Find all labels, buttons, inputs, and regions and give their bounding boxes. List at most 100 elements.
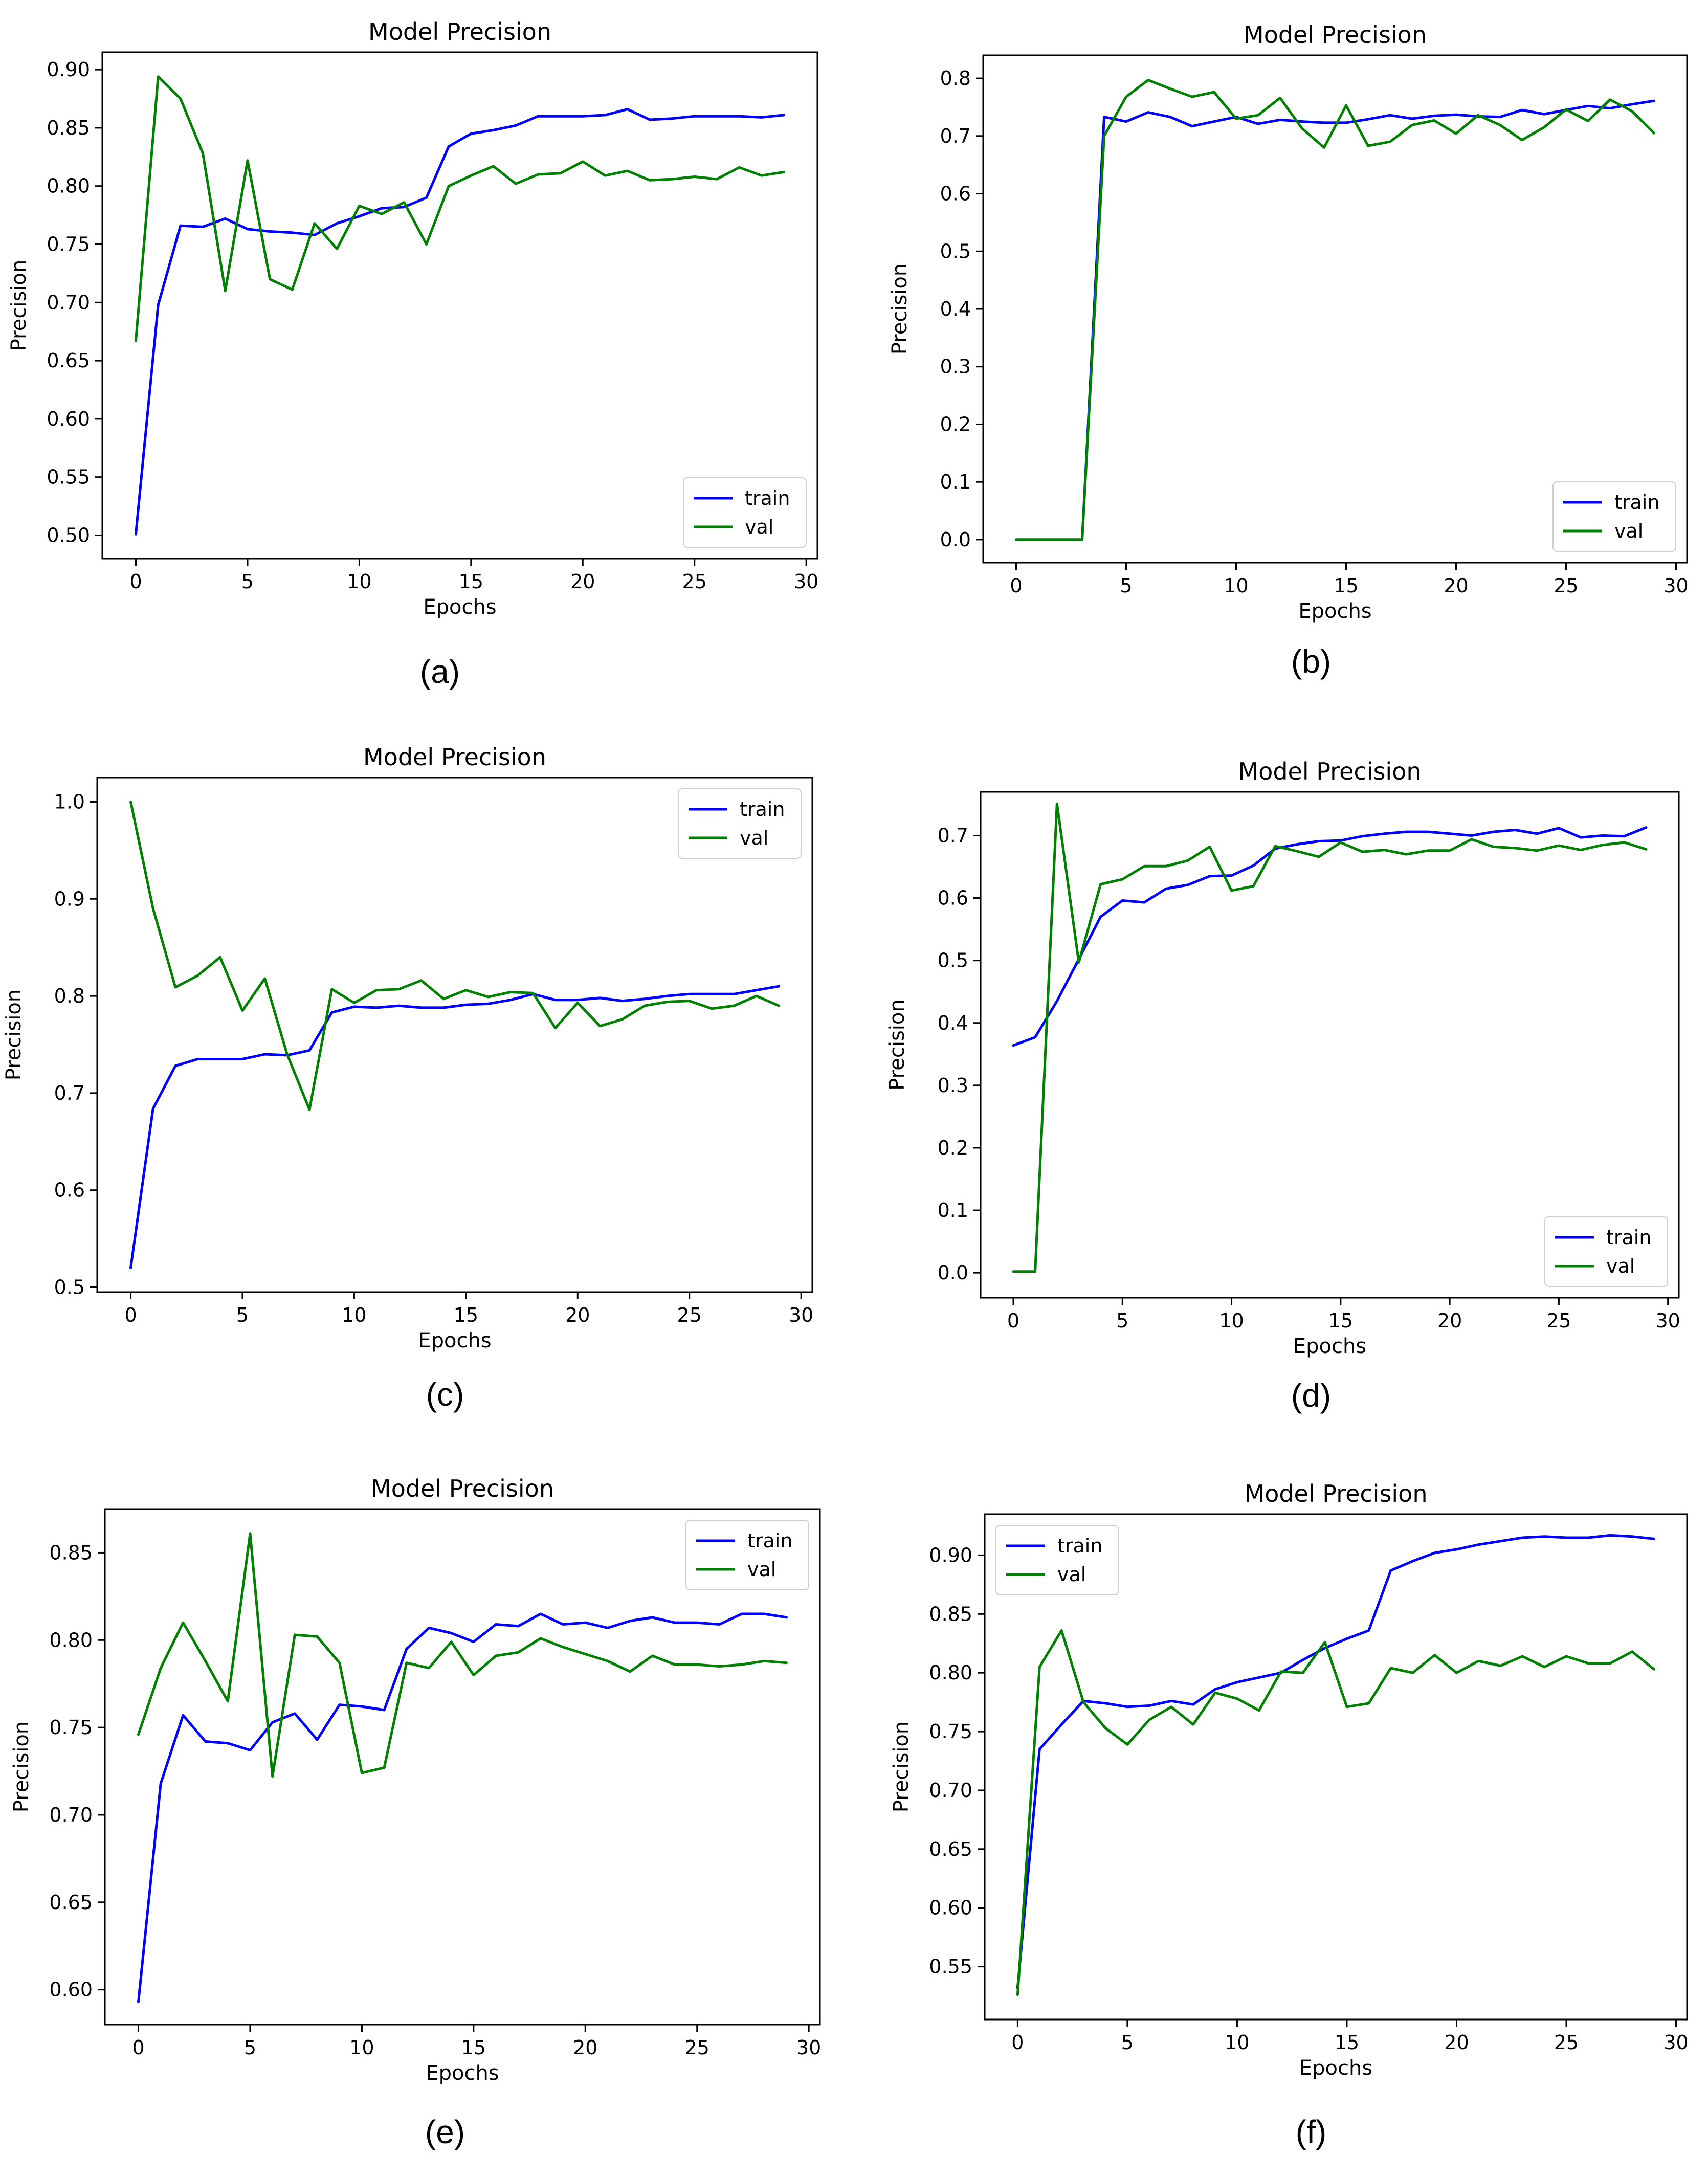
x-tick-label: 30	[796, 2036, 821, 2059]
x-tick-label: 25	[685, 2036, 709, 2059]
legend-label-val: val	[1057, 1563, 1086, 1586]
legend-label-val: val	[1606, 1255, 1635, 1277]
legend-label-train: train	[740, 798, 785, 820]
series-line-val	[1015, 79, 1655, 541]
x-tick-label: 5	[241, 570, 254, 593]
panel-caption: (a)	[420, 653, 460, 690]
y-tick-label: 0.3	[938, 1074, 968, 1097]
y-tick-label: 0.2	[938, 1137, 968, 1159]
y-tick-label: 1.0	[54, 790, 85, 813]
y-tick-label: 0.90	[929, 1544, 972, 1566]
y-tick-label: 0.60	[49, 1979, 93, 2001]
y-tick-label: 0.70	[929, 1779, 972, 1802]
y-tick-label: 0.7	[54, 1082, 85, 1104]
y-tick-label: 0.65	[929, 1838, 972, 1860]
series-line-train	[129, 985, 780, 1269]
y-tick-label: 0.65	[49, 1891, 93, 1914]
x-tick-label: 30	[1663, 574, 1688, 597]
y-tick-label: 0.75	[49, 1716, 93, 1739]
x-tick-label: 5	[1121, 2031, 1134, 2054]
legend: train val	[683, 477, 807, 548]
series-line-train	[1016, 1534, 1656, 1989]
x-tick-label: 0	[1010, 574, 1022, 597]
x-tick-label: 5	[1120, 574, 1132, 597]
y-tick-label: 0.90	[47, 58, 90, 81]
chart-panel-a: Model Precision 0 5 10 15 20 25 30 0.50 0.55 0.60 0…	[7, 18, 818, 690]
x-tick-label: 20	[1444, 2031, 1469, 2054]
panel-caption: (e)	[425, 2114, 465, 2150]
x-tick-label: 0	[124, 1304, 137, 1326]
chart-panel-d: Model Precision 0 5 10 15 20 25 30 0.0 0.1 0.2 0.3 0…	[885, 758, 1680, 1414]
legend: train val	[995, 1525, 1119, 1595]
panel-caption: (c)	[426, 1376, 464, 1413]
y-tick-label: 0.1	[940, 471, 971, 493]
x-tick-label: 0	[129, 570, 142, 593]
x-tick-label: 20	[1437, 1310, 1462, 1332]
y-tick-label: 0.9	[54, 888, 85, 910]
y-tick-label: 0.5	[54, 1276, 85, 1299]
legend-label-train: train	[745, 487, 790, 509]
x-tick-label: 5	[1116, 1310, 1128, 1332]
plot-frame	[104, 1508, 821, 2026]
series-line-val	[1016, 1629, 1656, 1996]
series-line-train	[135, 108, 785, 536]
y-axis-label: Precision	[10, 1721, 33, 1812]
y-tick-label: 0.75	[47, 233, 90, 256]
y-tick-label: 0.70	[49, 1804, 93, 1826]
x-tick-label: 10	[1224, 574, 1248, 597]
series-line-train	[1012, 826, 1648, 1047]
y-tick-label: 0.75	[929, 1720, 972, 1743]
series-line-train	[1015, 99, 1655, 541]
y-axis-label: Precision	[888, 263, 912, 354]
legend-box	[995, 1525, 1119, 1595]
x-tick-label: 15	[1335, 2031, 1359, 2054]
y-tick-label: 0.0	[938, 1261, 968, 1284]
x-tick-label: 20	[1444, 574, 1468, 597]
chart-panel-e: Model Precision 0 5 10 15 20 25 30 0.60 0.65 0.70 0…	[10, 1475, 821, 2150]
legend-box	[685, 1520, 809, 1590]
legend-label-val: val	[1614, 520, 1643, 542]
y-tick-label: 0.6	[940, 183, 971, 205]
plot-frame	[101, 51, 818, 560]
y-tick-label: 0.85	[49, 1541, 93, 1564]
x-tick-label: 10	[342, 1304, 366, 1326]
x-tick-label: 0	[1011, 2031, 1024, 2054]
x-tick-label: 5	[236, 1304, 249, 1326]
legend-label-val: val	[747, 1558, 776, 1581]
series-line-val	[129, 801, 780, 1111]
legend: train val	[1544, 1216, 1668, 1287]
legend-label-val: val	[740, 827, 768, 849]
x-axis-label: Epochs	[418, 1329, 491, 1352]
x-tick-label: 30	[794, 570, 818, 593]
x-tick-label: 30	[1663, 2031, 1688, 2054]
y-tick-label: 0.7	[940, 125, 971, 147]
chart-title: Model Precision	[368, 18, 551, 46]
x-tick-label: 5	[244, 2036, 256, 2059]
y-tick-label: 0.55	[929, 1956, 972, 1978]
y-tick-label: 0.2	[940, 413, 971, 435]
y-tick-label: 0.60	[929, 1897, 972, 1919]
x-tick-label: 15	[461, 2036, 486, 2059]
legend-label-train: train	[1614, 491, 1659, 514]
x-tick-label: 0	[1007, 1310, 1019, 1332]
x-tick-label: 10	[1219, 1310, 1244, 1332]
y-tick-label: 0.80	[49, 1629, 93, 1651]
y-tick-label: 0.6	[54, 1179, 85, 1202]
y-tick-label: 0.0	[940, 528, 971, 551]
chart-title: Model Precision	[1244, 21, 1427, 49]
x-tick-label: 0	[132, 2036, 144, 2059]
y-tick-label: 0.50	[47, 524, 90, 546]
x-tick-label: 30	[1655, 1310, 1680, 1332]
y-tick-label: 0.8	[940, 67, 971, 90]
y-tick-label: 0.1	[938, 1199, 968, 1222]
x-axis-label: Epochs	[1299, 2056, 1372, 2080]
y-tick-label: 0.70	[47, 291, 90, 314]
y-tick-label: 0.6	[938, 887, 968, 909]
x-tick-label: 10	[347, 570, 371, 593]
legend: train val	[678, 788, 802, 859]
y-tick-label: 0.55	[47, 466, 90, 489]
y-tick-label: 0.4	[940, 298, 971, 320]
x-tick-label: 25	[682, 570, 707, 593]
series-line-train	[137, 1612, 788, 2004]
x-tick-label: 15	[1328, 1310, 1353, 1332]
